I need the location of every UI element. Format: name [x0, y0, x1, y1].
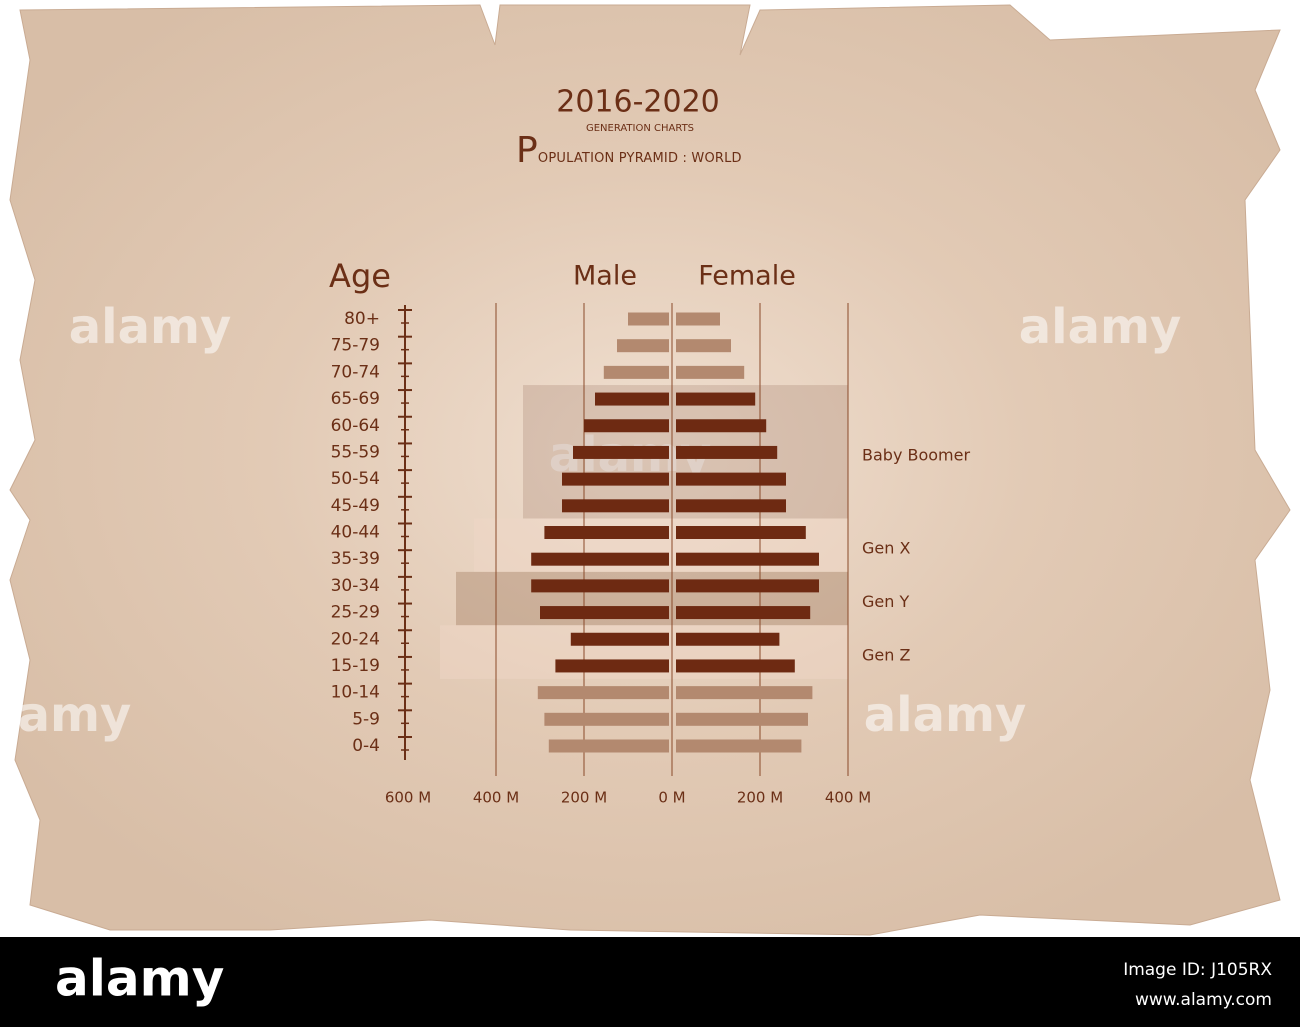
- bar-male: [584, 419, 669, 433]
- bar-female: [676, 552, 819, 566]
- bar-male: [531, 552, 669, 566]
- y-tick-label: 5-9: [352, 709, 380, 729]
- y-axis-label: Age: [329, 257, 391, 295]
- watermark: alamy: [69, 299, 232, 355]
- x-tick-label: 0 M: [658, 789, 685, 807]
- y-tick-label: 30-34: [331, 576, 380, 596]
- bar-male: [544, 712, 669, 726]
- bar-male: [628, 312, 669, 326]
- chart-title: 2016-2020: [556, 85, 720, 120]
- y-tick-label: 25-29: [331, 603, 380, 623]
- bar-male: [562, 499, 669, 513]
- y-tick-label: 50-54: [331, 469, 380, 489]
- y-tick-label: 75-79: [331, 336, 380, 356]
- bar-female: [676, 312, 720, 326]
- bar-male: [537, 686, 669, 700]
- y-tick-label: 0-4: [352, 736, 380, 756]
- y-tick-label: 15-19: [331, 656, 380, 676]
- bar-male: [555, 659, 669, 673]
- y-tick-label: 55-59: [331, 442, 380, 462]
- bar-male: [573, 445, 669, 459]
- generation-label: Gen X: [862, 539, 910, 558]
- bar-male: [544, 526, 669, 539]
- y-tick-label: 10-14: [331, 683, 380, 703]
- y-tick-label: 65-69: [331, 389, 380, 409]
- bar-female: [676, 686, 813, 700]
- bar-female: [676, 712, 808, 726]
- y-tick-label: 80+: [344, 309, 380, 329]
- bar-female: [676, 445, 778, 459]
- bar-female: [676, 659, 795, 673]
- legend-female: Female: [698, 261, 796, 292]
- x-tick-label: 600 M: [385, 789, 431, 807]
- bar-male: [540, 606, 669, 620]
- legend-male: Male: [573, 261, 637, 292]
- image-id: Image ID: J105RX: [1123, 960, 1272, 980]
- y-tick-label: 60-64: [331, 416, 380, 436]
- watermark: alamy: [864, 687, 1027, 743]
- parchment: [9, 4, 1291, 936]
- generation-label: Gen Y: [862, 592, 909, 611]
- y-tick-label: 70-74: [331, 362, 380, 382]
- y-tick-label: 35-39: [331, 549, 380, 569]
- chart-caption: POPULATION PYRAMID : WORLD: [516, 130, 742, 171]
- x-tick-label: 400 M: [825, 789, 871, 807]
- footer-bar: [0, 937, 1300, 1027]
- bar-female: [676, 339, 731, 353]
- bar-female: [676, 632, 780, 646]
- site-url: www.alamy.com: [1135, 990, 1272, 1010]
- y-tick-label: 20-24: [331, 629, 380, 649]
- bar-male: [617, 339, 669, 353]
- x-tick-label: 200 M: [561, 789, 607, 807]
- watermark: alamy: [0, 687, 131, 743]
- x-tick-label: 400 M: [473, 789, 519, 807]
- bar-male: [531, 579, 669, 593]
- bar-female: [676, 579, 819, 593]
- bar-male: [570, 632, 669, 646]
- watermark: alamy: [1019, 299, 1182, 355]
- bar-male: [548, 739, 669, 753]
- bar-male: [562, 472, 669, 486]
- bar-female: [676, 419, 767, 433]
- generation-label: Gen Z: [862, 646, 910, 665]
- bar-female: [676, 472, 786, 486]
- footer-logo: alamy: [55, 950, 224, 1008]
- bar-female: [676, 392, 756, 406]
- x-tick-label: 200 M: [737, 789, 783, 807]
- bar-female: [676, 499, 786, 513]
- y-tick-label: 45-49: [331, 496, 380, 516]
- bar-male: [595, 392, 669, 406]
- bar-female: [676, 739, 802, 753]
- bar-female: [676, 365, 745, 379]
- bar-male: [603, 365, 669, 379]
- bar-female: [676, 606, 811, 620]
- bar-female: [676, 526, 806, 539]
- y-tick-label: 40-44: [331, 523, 380, 543]
- generation-label: Baby Boomer: [862, 445, 970, 464]
- chart-subtitle: GENERATION CHARTS: [586, 123, 694, 134]
